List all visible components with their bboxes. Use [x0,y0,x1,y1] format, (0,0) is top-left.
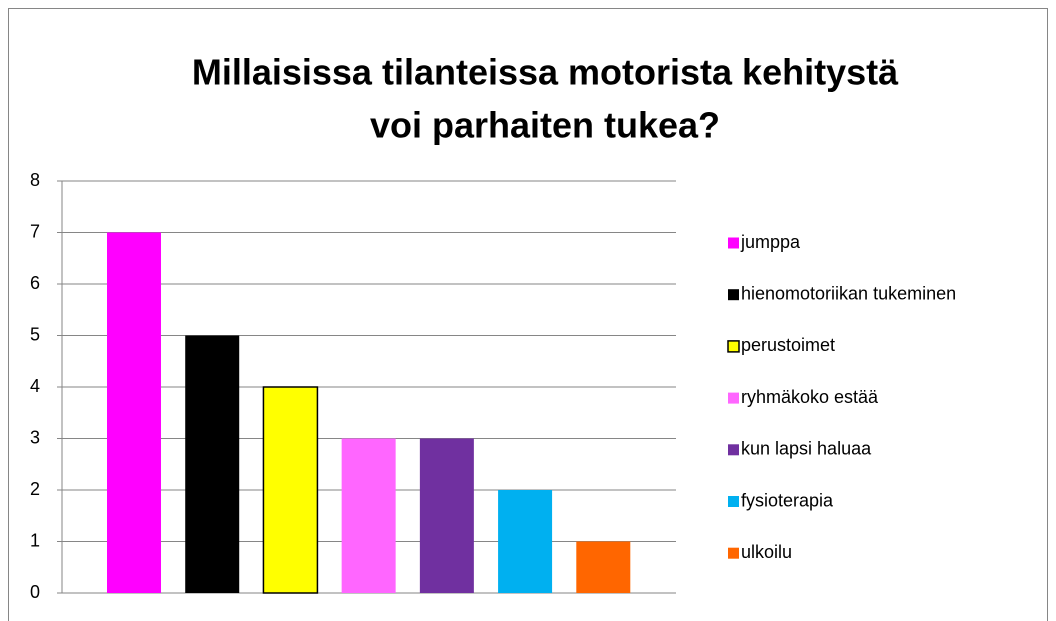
y-tick-label: 5 [30,324,40,344]
bar [107,232,161,593]
bar [419,438,474,593]
y-tick-label: 3 [30,427,40,447]
legend-swatch [728,392,739,404]
legend-swatch [728,547,739,559]
legend-label: fysioterapia [741,490,834,510]
y-tick-label: 8 [30,170,40,190]
bar [576,541,631,593]
chart-title: Millaisissa tilanteissa motorista kehity… [192,52,899,93]
y-tick-label: 0 [30,582,40,602]
chart-title: voi parhaiten tukea? [370,105,720,146]
bar [185,335,240,593]
legend-swatch [728,444,739,456]
y-tick-label: 2 [30,479,40,499]
bar [341,438,396,593]
y-tick-label: 1 [30,530,40,550]
legend-swatch [728,289,739,301]
bar [498,490,553,593]
bar [262,386,319,594]
legend-label: perustoimet [741,335,835,355]
y-tick-label: 6 [30,273,40,293]
legend-label: hienomotoriikan tukeminen [741,283,956,303]
y-tick-label: 4 [30,376,40,396]
legend-label: ryhmäkoko estää [741,387,879,407]
legend-label: kun lapsi haluaa [741,439,872,459]
legend-swatch [727,340,740,353]
legend-label: jumppa [740,232,801,252]
y-tick-label: 7 [30,221,40,241]
legend-swatch [728,496,739,507]
legend-swatch [728,237,739,249]
legend-label: ulkoilu [741,542,792,562]
